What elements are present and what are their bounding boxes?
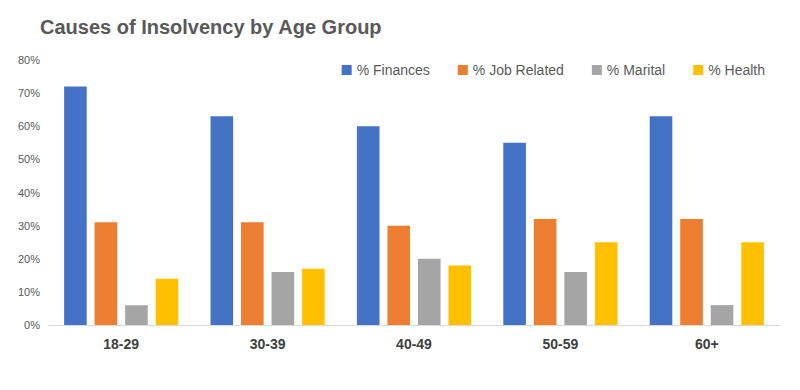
svg-text:% Finances: % Finances [357, 62, 430, 78]
svg-text:80%: 80% [18, 54, 40, 66]
svg-text:% Marital: % Marital [607, 62, 665, 78]
svg-text:70%: 70% [18, 87, 40, 99]
svg-text:Causes of Insolvency by Age Gr: Causes of Insolvency by Age Group [40, 16, 382, 38]
svg-text:50%: 50% [18, 153, 40, 165]
svg-text:30%: 30% [18, 220, 40, 232]
svg-text:% Health: % Health [708, 62, 765, 78]
svg-text:10%: 10% [18, 286, 40, 298]
svg-text:40%: 40% [18, 187, 40, 199]
svg-text:% Job Related: % Job Related [473, 62, 564, 78]
svg-text:60+: 60+ [695, 336, 719, 352]
svg-text:20%: 20% [18, 253, 40, 265]
svg-text:40-49: 40-49 [396, 336, 432, 352]
svg-text:0%: 0% [24, 319, 40, 331]
svg-text:18-29: 18-29 [103, 336, 139, 352]
svg-text:60%: 60% [18, 120, 40, 132]
svg-text:30-39: 30-39 [250, 336, 286, 352]
svg-text:50-59: 50-59 [542, 336, 578, 352]
